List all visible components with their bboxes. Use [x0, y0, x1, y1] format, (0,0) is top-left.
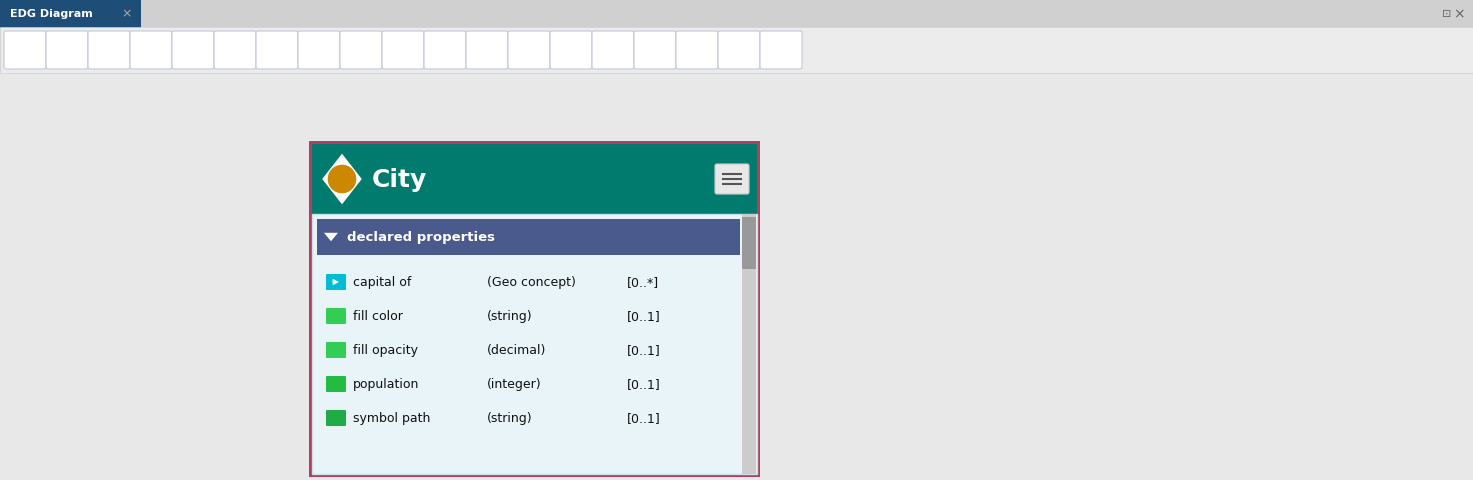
- FancyBboxPatch shape: [465, 32, 508, 70]
- FancyBboxPatch shape: [326, 410, 346, 426]
- Text: (string): (string): [488, 412, 533, 425]
- FancyBboxPatch shape: [717, 32, 760, 70]
- FancyBboxPatch shape: [742, 217, 756, 269]
- Text: fill opacity: fill opacity: [354, 344, 418, 357]
- FancyBboxPatch shape: [760, 32, 801, 70]
- FancyBboxPatch shape: [549, 32, 592, 70]
- Text: (string): (string): [488, 310, 533, 323]
- FancyBboxPatch shape: [592, 32, 633, 70]
- Text: [0..1]: [0..1]: [627, 344, 661, 357]
- FancyBboxPatch shape: [88, 32, 130, 70]
- Bar: [309, 142, 760, 477]
- FancyBboxPatch shape: [508, 32, 549, 70]
- FancyBboxPatch shape: [0, 0, 141, 29]
- FancyBboxPatch shape: [172, 32, 214, 70]
- Text: capital of: capital of: [354, 276, 411, 289]
- FancyBboxPatch shape: [676, 32, 717, 70]
- Bar: [0, 0, 1473, 28]
- Text: (integer): (integer): [488, 378, 542, 391]
- FancyBboxPatch shape: [326, 342, 346, 358]
- FancyBboxPatch shape: [298, 32, 340, 70]
- Text: EDG Diagram: EDG Diagram: [10, 9, 93, 19]
- Text: City: City: [373, 168, 427, 192]
- FancyBboxPatch shape: [424, 32, 465, 70]
- Text: [0..1]: [0..1]: [627, 378, 661, 391]
- FancyBboxPatch shape: [326, 376, 346, 392]
- Polygon shape: [324, 233, 337, 242]
- Text: symbol path: symbol path: [354, 412, 430, 425]
- Text: [0..1]: [0..1]: [627, 310, 661, 323]
- Text: [0..1]: [0..1]: [627, 412, 661, 425]
- Bar: [0, 28, 1473, 74]
- Text: (decimal): (decimal): [488, 344, 546, 357]
- FancyBboxPatch shape: [214, 32, 256, 70]
- FancyBboxPatch shape: [46, 32, 88, 70]
- FancyBboxPatch shape: [326, 275, 346, 290]
- Text: declared properties: declared properties: [348, 231, 495, 244]
- Polygon shape: [323, 155, 362, 205]
- Text: (Geo concept): (Geo concept): [488, 276, 576, 289]
- FancyBboxPatch shape: [326, 308, 346, 324]
- Text: fill color: fill color: [354, 310, 404, 323]
- Text: ⊡: ⊡: [1442, 9, 1451, 19]
- Bar: [312, 144, 757, 215]
- FancyBboxPatch shape: [4, 32, 46, 70]
- Bar: [317, 219, 739, 255]
- Text: [0..*]: [0..*]: [627, 276, 658, 289]
- FancyBboxPatch shape: [633, 32, 676, 70]
- Bar: [312, 215, 757, 474]
- FancyBboxPatch shape: [382, 32, 424, 70]
- FancyBboxPatch shape: [340, 32, 382, 70]
- Text: population: population: [354, 378, 420, 391]
- FancyBboxPatch shape: [256, 32, 298, 70]
- Text: ×: ×: [121, 8, 133, 21]
- FancyBboxPatch shape: [714, 165, 748, 194]
- Bar: [742, 215, 756, 474]
- FancyBboxPatch shape: [130, 32, 172, 70]
- Text: ×: ×: [1454, 7, 1466, 21]
- Circle shape: [327, 165, 356, 194]
